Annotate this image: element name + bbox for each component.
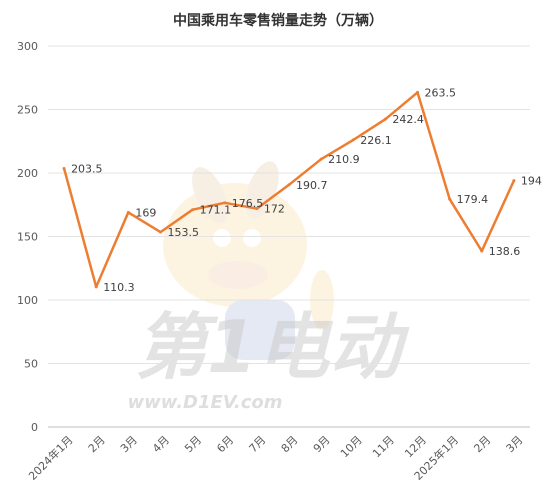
data-point — [383, 117, 387, 121]
data-label: 138.6 — [489, 245, 521, 258]
y-tick-label: 200 — [17, 167, 38, 180]
x-tick-label: 2024年1月 — [25, 433, 75, 483]
data-label: 176.5 — [232, 197, 264, 210]
x-tick-label: 11月 — [370, 433, 397, 460]
data-label: 226.1 — [360, 134, 392, 147]
data-label: 210.9 — [328, 153, 360, 166]
gridlines — [48, 45, 530, 428]
data-point — [416, 90, 420, 94]
data-label: 263.5 — [425, 86, 457, 99]
x-tick-label: 5月 — [182, 433, 204, 455]
x-tick-label: 10月 — [338, 433, 365, 460]
y-tick-label: 0 — [31, 421, 38, 434]
x-tick-label: 12月 — [402, 433, 429, 460]
watermark-brand-text: 第1电动 — [135, 305, 410, 389]
data-point — [448, 197, 452, 201]
x-tick-label: 7月 — [247, 433, 269, 455]
data-point — [191, 208, 195, 212]
x-tick-label: 3月 — [118, 433, 140, 455]
data-point — [126, 210, 130, 214]
x-tick-label: 3月 — [504, 433, 526, 455]
data-label: 203.5 — [71, 163, 103, 176]
data-point — [512, 179, 516, 183]
data-point — [158, 230, 162, 234]
y-tick-label: 50 — [24, 358, 38, 371]
data-point — [287, 183, 291, 187]
data-point — [94, 285, 98, 289]
data-point — [255, 207, 259, 211]
data-label: 169 — [135, 206, 156, 219]
x-tick-label: 2月 — [86, 433, 108, 455]
data-point — [480, 249, 484, 253]
chart-title: 中国乘用车零售销量走势（万辆） — [173, 12, 383, 29]
x-tick-label: 2月 — [471, 433, 493, 455]
data-label: 194 — [521, 175, 542, 188]
data-label: 242.4 — [392, 113, 424, 126]
data-point — [319, 157, 323, 161]
y-tick-label: 100 — [17, 294, 38, 307]
data-label: 172 — [264, 203, 285, 216]
data-label: 110.3 — [103, 281, 135, 294]
x-tick-label: 8月 — [279, 433, 301, 455]
data-label: 171.1 — [200, 204, 232, 217]
data-point — [62, 167, 66, 171]
y-tick-label: 300 — [17, 40, 38, 53]
x-tick-label: 9月 — [311, 433, 333, 455]
data-label: 190.7 — [296, 179, 328, 192]
y-tick-label: 250 — [17, 104, 38, 117]
data-label: 153.5 — [167, 226, 199, 239]
series-layer — [62, 90, 516, 289]
data-point — [223, 201, 227, 205]
x-tick-label: 6月 — [214, 433, 236, 455]
data-label: 179.4 — [457, 193, 489, 206]
y-tick-label: 150 — [17, 231, 38, 244]
data-point — [351, 138, 355, 142]
x-tick-label: 4月 — [150, 433, 172, 455]
watermark-url-text: www.D1EV.com — [127, 392, 282, 413]
